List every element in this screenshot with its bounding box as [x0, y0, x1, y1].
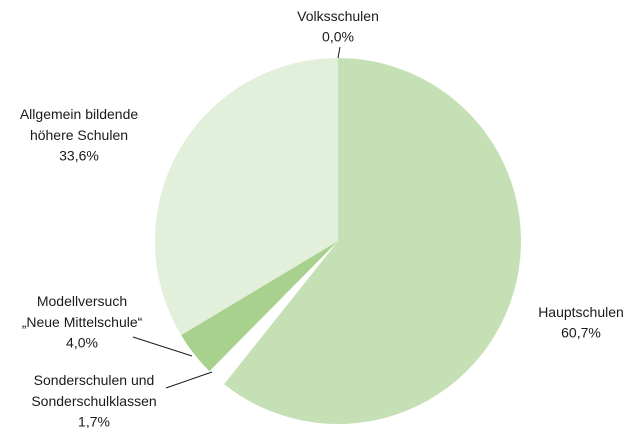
label-line: Modellversuch: [37, 293, 127, 309]
label-line: Sonderschulen und: [34, 372, 155, 388]
label-line: Hauptschulen: [538, 304, 624, 320]
label-line: Allgemein bildende: [20, 106, 139, 122]
value-label: 1,7%: [78, 414, 110, 428]
label-line: höhere Schulen: [30, 127, 128, 143]
leader-line: [337, 46, 341, 59]
slice-label: Allgemein bildende höhere Schulen: [20, 106, 139, 143]
label-line: „Neue Mittelschule“: [22, 314, 143, 330]
pie-slice: [155, 58, 338, 336]
slice-label: Sonderschulen und Sonderschulklassen: [31, 372, 156, 409]
pie-slice: [224, 58, 521, 424]
pie-slice: [209, 241, 338, 385]
leader-line: [165, 371, 213, 389]
slice-label: Hauptschulen: [538, 304, 624, 320]
slice-label: Modellversuch „Neue Mittelschule“: [22, 293, 143, 330]
pie-slice: [181, 241, 338, 372]
slice-label: Volksschulen: [297, 8, 379, 24]
label-line: Sonderschulklassen: [31, 393, 156, 409]
value-label: 4,0%: [66, 335, 98, 351]
value-label: 33,6%: [59, 148, 99, 164]
leader-line: [132, 336, 193, 357]
value-label: 60,7%: [561, 325, 601, 341]
value-label: 0,0%: [322, 29, 354, 45]
label-line: Volksschulen: [297, 8, 379, 24]
